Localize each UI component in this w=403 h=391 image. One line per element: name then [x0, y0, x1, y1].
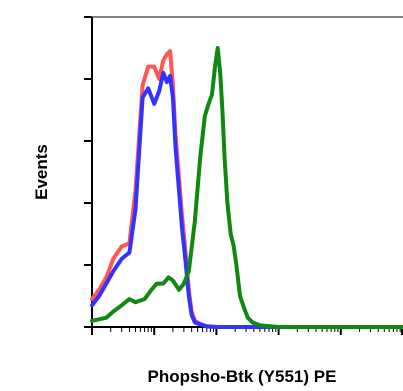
series-blue-line: [90, 70, 403, 329]
x-axis-ticks: [91, 327, 403, 335]
series-layer: [90, 46, 403, 329]
y-axis-title: Events: [32, 144, 51, 200]
series-green-line: [90, 46, 403, 329]
y-axis-ticks: [84, 16, 92, 328]
x-axis-title: Phopsho-Btk (Y551) PE: [148, 367, 337, 386]
